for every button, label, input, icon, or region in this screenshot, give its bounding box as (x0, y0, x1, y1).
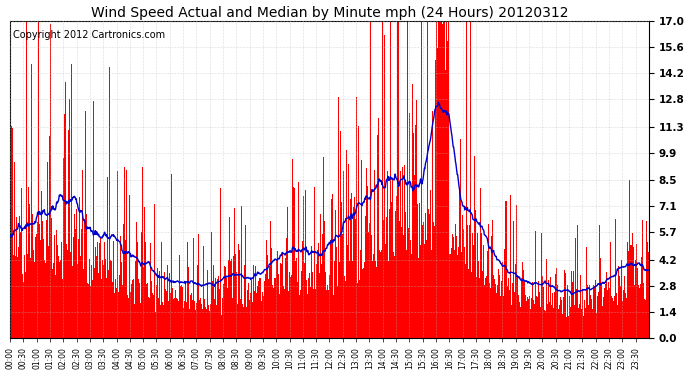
Title: Wind Speed Actual and Median by Minute mph (24 Hours) 20120312: Wind Speed Actual and Median by Minute m… (90, 6, 568, 20)
Text: Copyright 2012 Cartronics.com: Copyright 2012 Cartronics.com (13, 30, 166, 40)
